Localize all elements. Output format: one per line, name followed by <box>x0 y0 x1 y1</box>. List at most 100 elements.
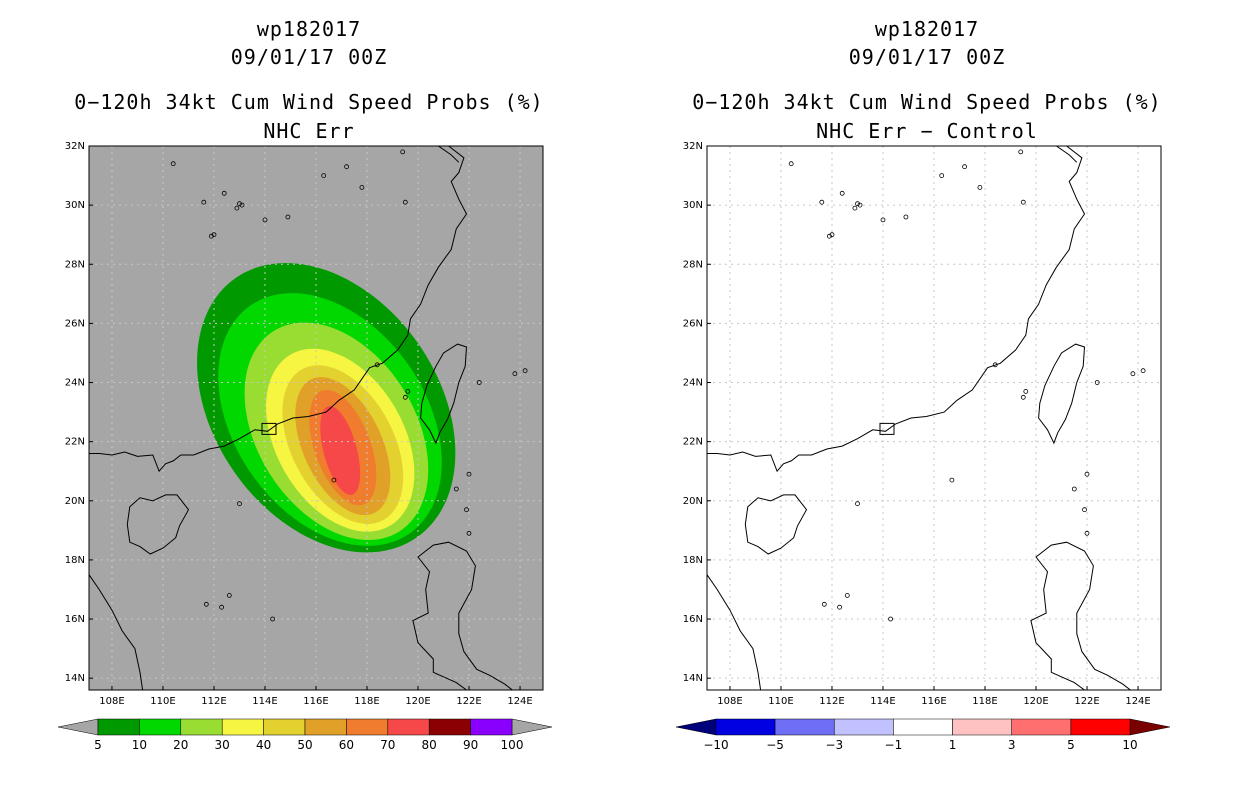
right-panel: wp182017 09/01/17 00Z 0−120h 34kt Cum Wi… <box>618 0 1236 800</box>
colorbar-label: −1 <box>885 738 903 752</box>
colorbar-low-cap <box>675 718 717 736</box>
islet <box>826 233 832 239</box>
lat-tick-label: 16N <box>65 614 85 625</box>
islet <box>237 201 242 207</box>
colorbar-label: 5 <box>94 738 102 752</box>
product-title: 0−120h 34kt Cum Wind Speed Probs (%) <box>692 90 1162 114</box>
islet <box>852 205 858 211</box>
lon-tick-label: 124E <box>1125 696 1150 707</box>
colorbar-high-cap <box>1129 718 1171 736</box>
islet <box>237 501 242 507</box>
coastline-taiwan <box>1038 343 1086 445</box>
prob-contour-70 <box>320 406 361 495</box>
lon-tick-label: 108E <box>717 696 742 707</box>
coastline-hainan <box>126 494 190 555</box>
islet <box>880 217 886 223</box>
product-title: 0−120h 34kt Cum Wind Speed Probs (%) <box>74 90 544 114</box>
islet <box>331 477 337 483</box>
islet <box>1023 388 1029 394</box>
coastline-mainland <box>707 146 1086 473</box>
lat-tick-label: 24N <box>683 378 703 389</box>
coastline-luzon <box>412 541 514 690</box>
lon-tick-label: 116E <box>921 696 946 707</box>
left-panel: wp182017 09/01/17 00Z 0−120h 34kt Cum Wi… <box>57 17 553 752</box>
islet <box>1094 380 1100 385</box>
colorbar-label: 10 <box>132 738 147 752</box>
colorbar-swatch <box>139 718 182 736</box>
colorbar-label: 90 <box>463 738 478 752</box>
islet <box>400 149 406 155</box>
storm-id-title: wp182017 <box>256 17 362 41</box>
lat-tick-label: 26N <box>65 318 85 329</box>
colorbar-label: 3 <box>1008 738 1016 752</box>
lon-tick-label: 122E <box>456 696 481 707</box>
map-layer <box>707 146 1166 690</box>
islet <box>476 380 482 385</box>
islet <box>962 164 968 170</box>
lon-tick-label: 110E <box>768 696 793 707</box>
lon-tick-label: 120E <box>405 696 430 707</box>
colorbar-swatch <box>428 718 471 736</box>
lon-tick-label: 112E <box>819 696 844 707</box>
islet <box>844 593 850 598</box>
islet <box>466 471 472 477</box>
lon-tick-label: 108E <box>99 696 124 707</box>
islet <box>453 486 459 492</box>
islet <box>512 371 518 377</box>
lon-tick-label: 116E <box>303 696 328 707</box>
colorbar-swatch <box>893 718 953 736</box>
colorbar-swatch <box>180 718 223 736</box>
islet <box>344 164 350 170</box>
storm-id-title: wp182017 <box>874 17 980 41</box>
coastline-jiangsu <box>438 146 460 163</box>
colorbar-label: 30 <box>215 738 230 752</box>
lon-tick-label: 118E <box>972 696 997 707</box>
hong-kong-marker <box>879 422 895 435</box>
islet <box>1082 507 1087 513</box>
colorbar-swatch <box>952 718 1012 736</box>
colorbar-label: 40 <box>256 738 271 752</box>
islet <box>829 232 835 238</box>
lat-tick-label: 32N <box>65 141 85 152</box>
lon-tick-label: 122E <box>1074 696 1099 707</box>
islet <box>1162 363 1166 367</box>
colorbar-swatch <box>1011 718 1072 736</box>
islet <box>788 161 794 167</box>
islet <box>1140 368 1146 374</box>
colorbar-swatch <box>470 718 513 736</box>
lat-tick-label: 14N <box>65 673 85 684</box>
islet <box>464 507 469 513</box>
islet <box>374 362 380 368</box>
lon-tick-label: 124E <box>507 696 532 707</box>
colorbar-label: 1 <box>949 738 957 752</box>
islet <box>1020 394 1026 400</box>
lat-tick-label: 20N <box>65 496 85 507</box>
colorbar-swatch <box>774 718 835 736</box>
lon-tick-label: 118E <box>354 696 379 707</box>
islet <box>170 161 176 167</box>
colorbar-swatch <box>304 718 347 736</box>
lon-tick-label: 114E <box>252 696 277 707</box>
islet <box>321 173 327 179</box>
lat-tick-label: 26N <box>683 318 703 329</box>
islet <box>466 530 472 536</box>
coastline-jiangsu <box>1056 146 1078 163</box>
colorbar-high-cap <box>511 718 553 736</box>
islet <box>1071 486 1077 492</box>
colorbar-swatch <box>715 718 776 736</box>
coastline-vietnam <box>707 574 762 690</box>
islet <box>211 232 217 238</box>
colorbar-label: 10 <box>1122 738 1137 752</box>
lat-tick-label: 18N <box>683 555 703 566</box>
lat-tick-label: 20N <box>683 496 703 507</box>
lon-tick-label: 110E <box>150 696 175 707</box>
lat-tick-label: 14N <box>683 673 703 684</box>
islet <box>992 362 998 368</box>
islet <box>203 601 209 607</box>
colorbar-label: 60 <box>339 738 354 752</box>
colorbar-label: −5 <box>766 738 784 752</box>
lat-tick-label: 24N <box>65 378 85 389</box>
colorbar-swatch <box>834 718 894 736</box>
islet <box>201 199 207 205</box>
colorbar-low-cap <box>57 718 99 736</box>
